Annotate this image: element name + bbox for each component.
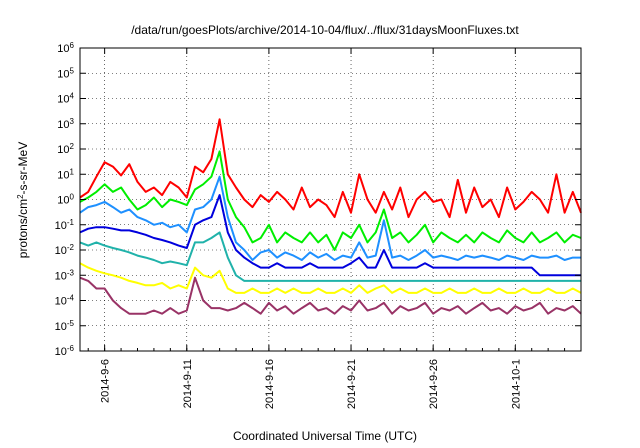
- x-axis-label: Coordinated Universal Time (UTC): [233, 429, 417, 443]
- series-line-6: [79, 262, 582, 294]
- y-tick-label: 100: [57, 192, 74, 207]
- y-tick-label: 10-1: [55, 217, 75, 232]
- y-tick-label: 10-5: [55, 318, 75, 333]
- x-tick-label: 2014-10-1: [510, 359, 522, 409]
- series-line-3: [79, 175, 581, 261]
- y-tick-label: 10-3: [55, 268, 75, 283]
- series-line-7: [79, 276, 582, 315]
- y-tick-label: 10-6: [55, 344, 75, 359]
- series-layer: [79, 118, 582, 315]
- y-axis-label: protons/cm2-s-sr-MeV: [16, 142, 31, 258]
- x-tick-label: 2014-9-11: [182, 359, 194, 408]
- x-tick-label: 2014-9-16: [264, 359, 276, 409]
- series-line-2: [79, 150, 582, 251]
- x-axis: 2014-9-6 2014-9-11 2014-9-16 2014-9-21 2014-…: [87, 48, 582, 409]
- y-tick-label: 105: [57, 66, 74, 81]
- y-tick-label: 101: [57, 167, 74, 182]
- x-tick-label: 2014-9-21: [346, 359, 358, 409]
- x-tick-label: 2014-9-6: [100, 359, 112, 403]
- y-tick-label: 104: [57, 91, 74, 106]
- x-tick-label: 2014-9-26: [428, 359, 440, 409]
- y-tick-label: 106: [57, 41, 74, 56]
- y-tick-label: 103: [57, 116, 74, 131]
- series-line-4: [79, 194, 581, 277]
- grid: [80, 47, 581, 352]
- series-line-1: [79, 118, 582, 219]
- y-tick-label: 102: [57, 142, 74, 157]
- y-axis: 10-6 10-5 10-4 10-3 10-2 10-1 100 101 102 103 104 1…: [55, 41, 581, 359]
- chart-title: /data/run/goesPlots/archive/2014-10-04/f…: [131, 23, 519, 37]
- series-line-5: [79, 231, 581, 282]
- y-tick-label: 10-4: [55, 293, 75, 308]
- y-tick-label: 10-2: [55, 243, 75, 258]
